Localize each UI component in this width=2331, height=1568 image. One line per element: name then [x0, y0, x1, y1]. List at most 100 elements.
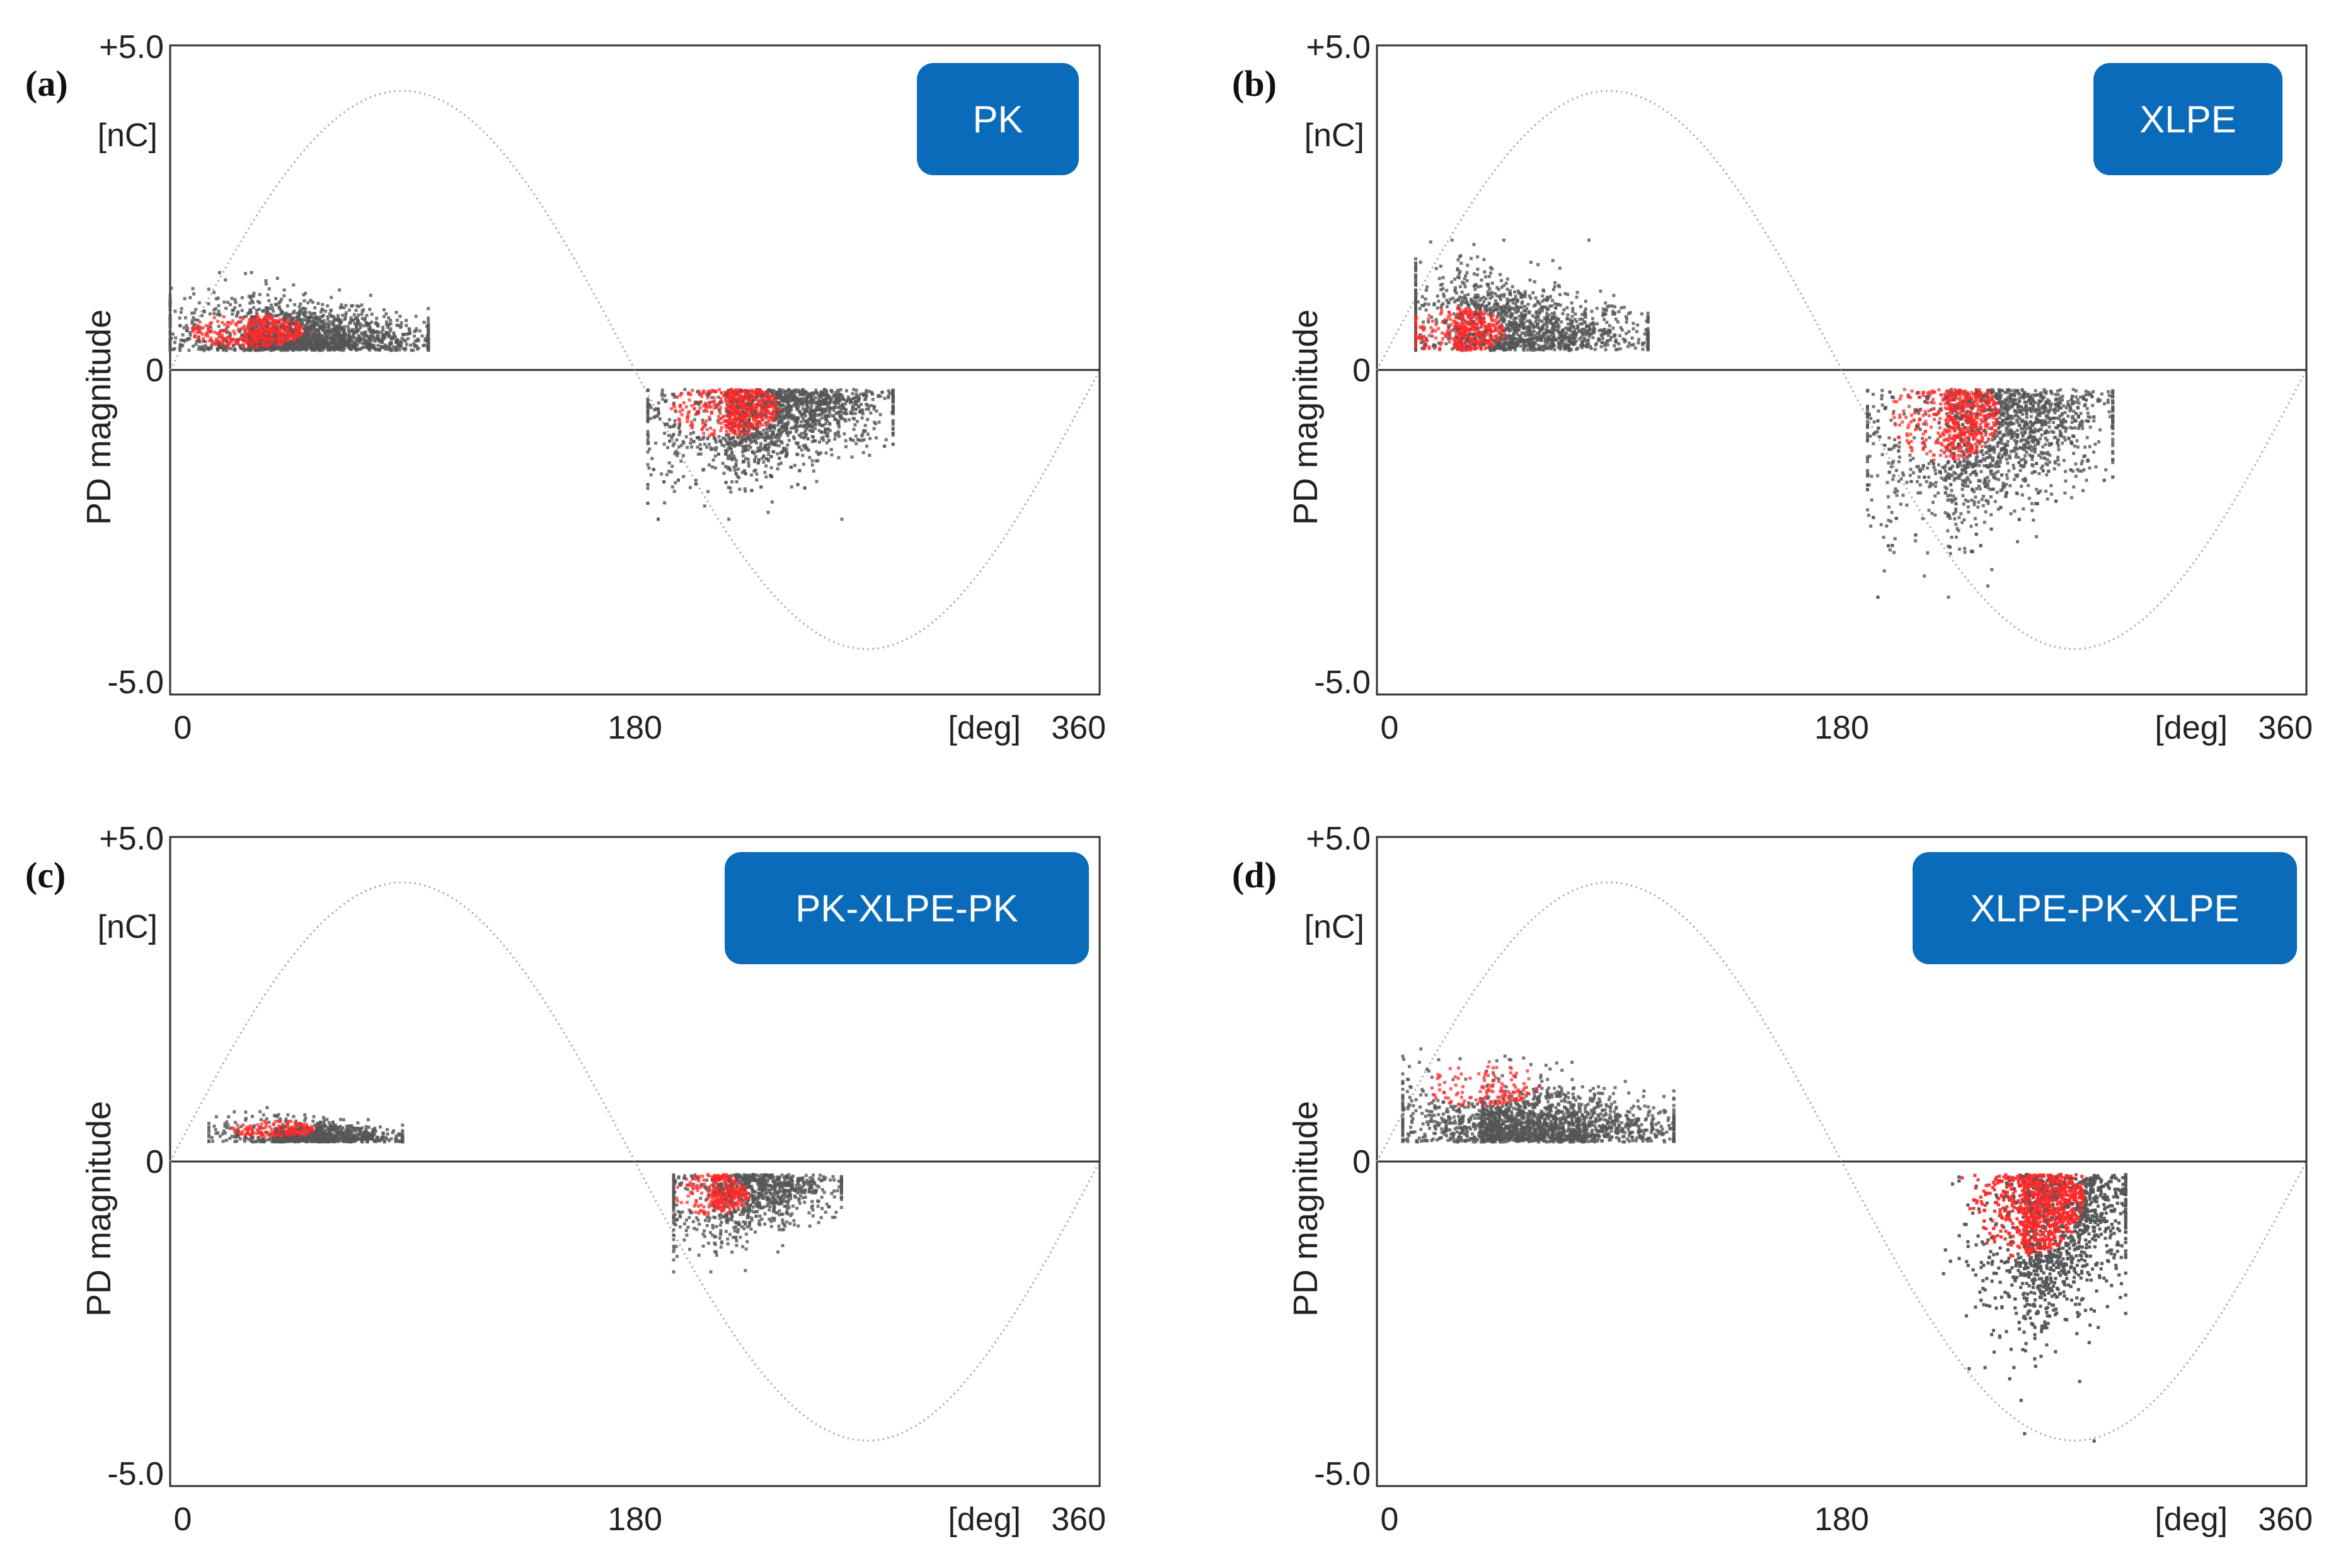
pd-point — [181, 333, 185, 337]
pd-point — [1436, 294, 1439, 298]
pd-point — [272, 344, 275, 348]
pd-point — [201, 326, 205, 330]
pd-point — [686, 417, 689, 420]
pd-point — [420, 334, 424, 338]
pd-point — [891, 396, 895, 400]
pd-point — [392, 345, 396, 349]
pd-point — [672, 490, 676, 493]
pd-point — [761, 405, 764, 409]
pd-point — [678, 421, 682, 425]
pd-point — [375, 334, 379, 338]
pd-point — [1458, 255, 1461, 258]
pd-point — [250, 299, 254, 303]
pd-point — [338, 336, 342, 340]
pd-point — [713, 466, 717, 470]
pd-point — [800, 448, 803, 452]
pd-point — [764, 421, 768, 425]
pd-point — [673, 419, 677, 423]
pd-point — [744, 418, 748, 422]
pd-point — [708, 401, 711, 405]
pd-point — [660, 472, 664, 476]
pd-point — [200, 314, 204, 318]
pd-point — [730, 451, 734, 454]
pd-point — [251, 321, 255, 325]
pd-point — [289, 340, 293, 343]
pd-point — [836, 432, 840, 435]
pd-point — [725, 433, 728, 437]
pd-point — [690, 404, 694, 408]
pd-point — [168, 297, 172, 301]
pd-point — [287, 325, 291, 328]
pd-point — [719, 396, 723, 400]
pd-point — [328, 312, 331, 316]
pd-point — [384, 343, 387, 347]
pd-point — [1441, 287, 1445, 291]
pd-point — [786, 443, 790, 447]
pd-point — [776, 452, 780, 456]
pd-point — [805, 408, 809, 412]
pd-point — [865, 403, 869, 406]
pd-point — [405, 343, 408, 347]
pd-point — [309, 299, 313, 303]
pd-point — [299, 331, 302, 335]
pd-point — [227, 331, 231, 335]
pd-point — [783, 416, 786, 420]
pd-point — [1632, 327, 1635, 331]
pd-point — [752, 417, 756, 420]
pd-point — [259, 326, 263, 330]
pd-point — [742, 469, 746, 473]
pd-point — [770, 417, 774, 421]
pd-point — [374, 348, 378, 352]
pd-point — [721, 461, 725, 465]
pd-point — [255, 331, 259, 335]
pd-point — [236, 312, 239, 316]
pd-point — [1434, 267, 1438, 270]
pd-point — [381, 333, 385, 337]
pd-point — [684, 405, 688, 409]
pd-point — [802, 412, 805, 416]
pd-point — [264, 306, 268, 310]
pd-point — [212, 316, 216, 320]
pd-point — [833, 437, 837, 441]
pd-point — [824, 451, 828, 455]
pd-point — [681, 408, 684, 412]
pd-point — [168, 323, 172, 326]
pd-point — [1566, 313, 1570, 317]
pd-point — [1587, 238, 1591, 242]
pd-point — [704, 405, 708, 408]
pd-point — [408, 328, 412, 331]
pd-point — [810, 426, 814, 430]
pd-point — [684, 435, 688, 439]
pd-point — [647, 466, 651, 470]
pd-point — [812, 398, 815, 401]
pd-point — [824, 402, 827, 406]
pd-point — [686, 446, 689, 449]
pd-point — [214, 307, 217, 311]
pd-point — [243, 338, 246, 342]
pd-point — [815, 450, 819, 454]
pd-point — [1579, 336, 1583, 340]
pd-point — [328, 332, 332, 336]
pd-point — [813, 414, 817, 418]
pd-point — [212, 308, 216, 312]
pd-point — [717, 435, 721, 439]
pd-point — [355, 330, 359, 333]
pd-point — [276, 331, 280, 335]
pd-point — [256, 316, 260, 319]
pd-point — [803, 419, 807, 423]
pd-point — [800, 397, 803, 401]
pd-point — [710, 465, 714, 469]
pd-point — [814, 419, 818, 423]
pd-point — [773, 417, 777, 421]
pd-point — [665, 422, 669, 426]
pd-point — [727, 405, 730, 408]
pd-point — [806, 437, 810, 441]
pd-point — [742, 445, 746, 449]
pd-point — [336, 324, 339, 328]
pd-point — [210, 339, 214, 342]
pd-point — [185, 324, 188, 328]
pd-point — [777, 393, 781, 396]
pd-point — [240, 309, 244, 313]
pd-point — [274, 337, 278, 340]
